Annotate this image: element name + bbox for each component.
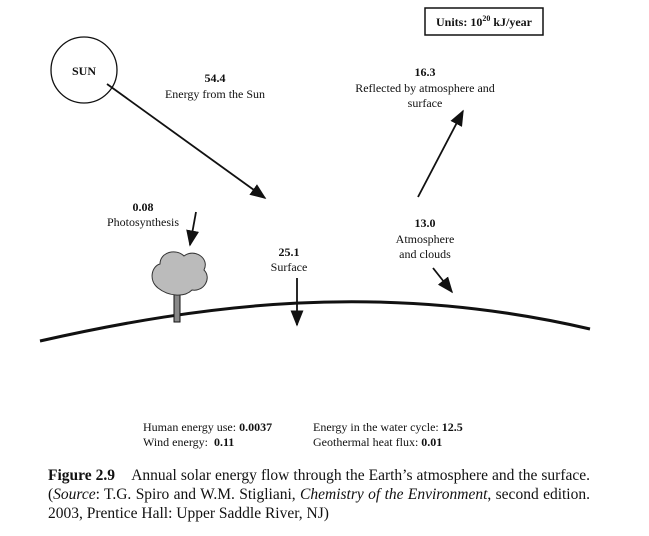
units-box [424,7,544,36]
sun-label: SUN [72,64,96,78]
value: 16.3 [415,65,436,79]
value: 54.4 [205,71,226,85]
label: and clouds [399,247,451,261]
figure-number: Figure 2.9 [48,467,116,484]
label: Photosynthesis [107,215,179,229]
stat: Human energy use: 0.0037 [143,420,272,434]
tree [151,251,208,323]
label: Atmosphere [396,232,455,246]
diagram: Units: 1020 kJ/year SUN 54.4 Energy from… [39,7,591,449]
caption-text: Annual solar energy flow through the Ear… [48,467,591,503]
label: Energy from the Sun [165,87,265,101]
value: 25.1 [279,245,300,259]
arrow [432,267,454,294]
arrow [106,83,267,199]
label: Surface [271,260,308,274]
caption-source-label: Source [53,486,96,503]
stat: Energy in the water cycle: 12.5 [313,420,463,434]
caption-book: Chemistry of the Environment [300,486,488,503]
units: Units: 1020 kJ/year [436,14,533,29]
stat: Geothermal heat flux: 0.01 [313,435,442,449]
value: 13.0 [415,216,436,230]
caption-source: : T.G. Spiro and W.M. Stigliani, [95,486,301,503]
earth-surface [39,300,591,343]
arrow [186,211,199,247]
label: Reflected by atmosphere and [355,81,495,95]
caption-rest: , second edition. 2003, Prentice Hall: U… [48,486,590,522]
label: surface [408,96,443,110]
sun [50,36,118,104]
caption: Figure 2.9 Annual solar energy flow thro… [48,466,590,523]
value: 0.08 [133,200,154,214]
arrow [417,109,464,198]
stat: Wind energy: 0.11 [143,435,234,449]
